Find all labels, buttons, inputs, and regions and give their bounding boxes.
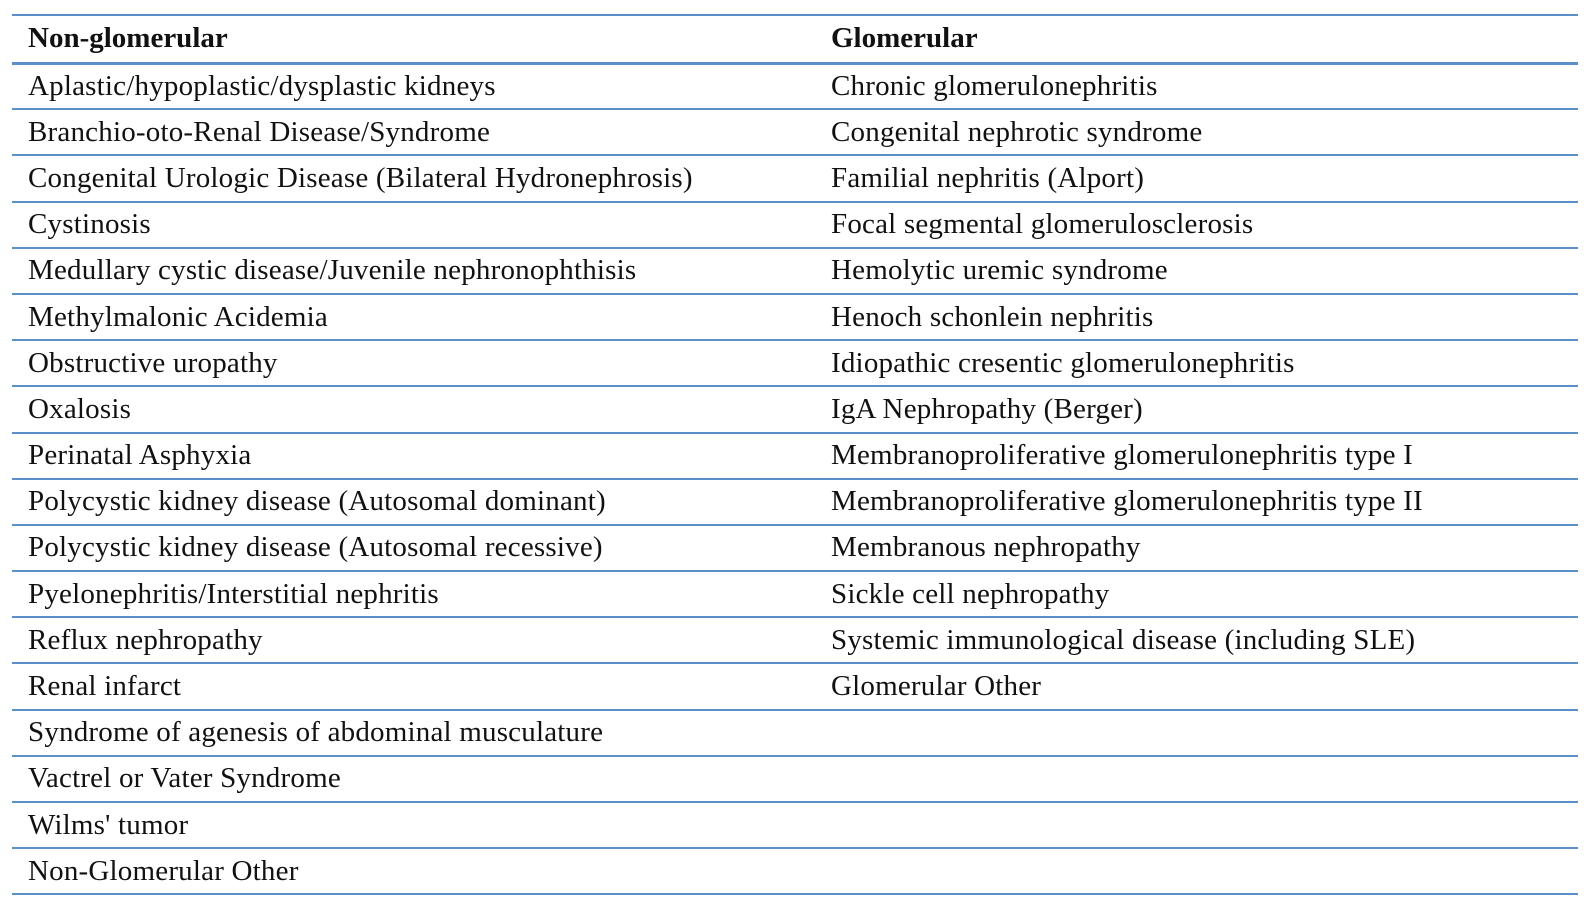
glomerular-cell [815, 756, 1578, 802]
table-row: Vactrel or Vater Syndrome [12, 756, 1578, 802]
glomerular-cell: Sickle cell nephropathy [831, 577, 1110, 610]
non-glomerular-cell: Syndrome of agenesis of abdominal muscul… [28, 716, 604, 749]
disease-table-container: Non-glomerular Glomerular Aplastic/hypop… [12, 14, 1578, 895]
non-glomerular-cell: Congenital Urologic Disease (Bilateral H… [28, 161, 693, 194]
non-glomerular-cell: Obstructive uropathy [28, 346, 278, 379]
table-header: Non-glomerular Glomerular [12, 15, 1578, 63]
non-glomerular-cell: Medullary cystic disease/Juvenile nephro… [28, 254, 637, 287]
header-row: Non-glomerular Glomerular [12, 15, 1578, 63]
non-glomerular-cell: Polycystic kidney disease (Autosomal rec… [28, 531, 603, 564]
table-row: Pyelonephritis/Interstitial nephritis Si… [12, 571, 1578, 618]
table-row: Polycystic kidney disease (Autosomal rec… [12, 525, 1578, 572]
table-row: Methylmalonic Acidemia Henoch schonlein … [12, 294, 1578, 341]
non-glomerular-cell: Wilms' tumor [28, 808, 189, 841]
glomerular-cell: Membranoproliferative glomerulonephritis… [831, 485, 1423, 518]
glomerular-cell [815, 802, 1578, 848]
table-row: Reflux nephropathy Systemic immunologica… [12, 617, 1578, 664]
glomerular-cell: Glomerular Other [831, 670, 1042, 703]
table-row: Non-Glomerular Other [12, 848, 1578, 895]
table-row: Polycystic kidney disease (Autosomal dom… [12, 479, 1578, 525]
table-row: Wilms' tumor [12, 802, 1578, 849]
non-glomerular-cell: Methylmalonic Acidemia [28, 300, 328, 333]
glomerular-cell: Familial nephritis (Alport) [831, 161, 1145, 194]
table-row: Aplastic/hypoplastic/dysplastic kidneys … [12, 63, 1578, 110]
glomerular-cell: Focal segmental glomerulosclerosis [831, 208, 1254, 241]
glomerular-cell: Membranous nephropathy [831, 531, 1141, 564]
glomerular-cell: Systemic immunological disease (includin… [831, 623, 1416, 656]
table-row: Medullary cystic disease/Juvenile nephro… [12, 248, 1578, 294]
table-row: Renal infarct Glomerular Other [12, 663, 1578, 710]
glomerular-cell: Henoch schonlein nephritis [831, 300, 1154, 333]
non-glomerular-cell: Oxalosis [28, 392, 132, 425]
non-glomerular-cell: Renal infarct [28, 670, 182, 703]
table-row: Syndrome of agenesis of abdominal muscul… [12, 710, 1578, 756]
disease-classification-table: Non-glomerular Glomerular Aplastic/hypop… [12, 14, 1578, 895]
table-row: Branchio-oto-Renal Disease/Syndrome Cong… [12, 109, 1578, 156]
non-glomerular-cell: Pyelonephritis/Interstitial nephritis [28, 577, 439, 610]
glomerular-cell: Chronic glomerulonephritis [831, 69, 1158, 102]
non-glomerular-cell: Reflux nephropathy [28, 623, 263, 656]
table-row: Congenital Urologic Disease (Bilateral H… [12, 155, 1578, 202]
glomerular-cell: Congenital nephrotic syndrome [831, 115, 1203, 148]
table-row: Oxalosis IgA Nephropathy (Berger) [12, 386, 1578, 433]
non-glomerular-cell: Vactrel or Vater Syndrome [28, 762, 341, 795]
header-non-glomerular: Non-glomerular [28, 22, 228, 55]
glomerular-cell [815, 710, 1578, 756]
header-glomerular: Glomerular [831, 22, 978, 55]
non-glomerular-cell: Branchio-oto-Renal Disease/Syndrome [28, 115, 491, 148]
table-body: Aplastic/hypoplastic/dysplastic kidneys … [12, 63, 1578, 895]
glomerular-cell: Hemolytic uremic syndrome [831, 254, 1168, 287]
non-glomerular-cell: Aplastic/hypoplastic/dysplastic kidneys [28, 69, 496, 102]
glomerular-cell [815, 848, 1578, 894]
non-glomerular-cell: Non-Glomerular Other [28, 854, 299, 887]
non-glomerular-cell: Perinatal Asphyxia [28, 439, 252, 472]
non-glomerular-cell: Cystinosis [28, 208, 151, 241]
non-glomerular-cell: Polycystic kidney disease (Autosomal dom… [28, 485, 606, 518]
table-row: Cystinosis Focal segmental glomeruloscle… [12, 202, 1578, 248]
table-row: Obstructive uropathy Idiopathic cresenti… [12, 340, 1578, 387]
table-row: Perinatal Asphyxia Membranoproliferative… [12, 433, 1578, 479]
glomerular-cell: Membranoproliferative glomerulonephritis… [831, 439, 1413, 472]
glomerular-cell: IgA Nephropathy (Berger) [831, 392, 1143, 425]
glomerular-cell: Idiopathic cresentic glomerulonephritis [831, 346, 1295, 379]
